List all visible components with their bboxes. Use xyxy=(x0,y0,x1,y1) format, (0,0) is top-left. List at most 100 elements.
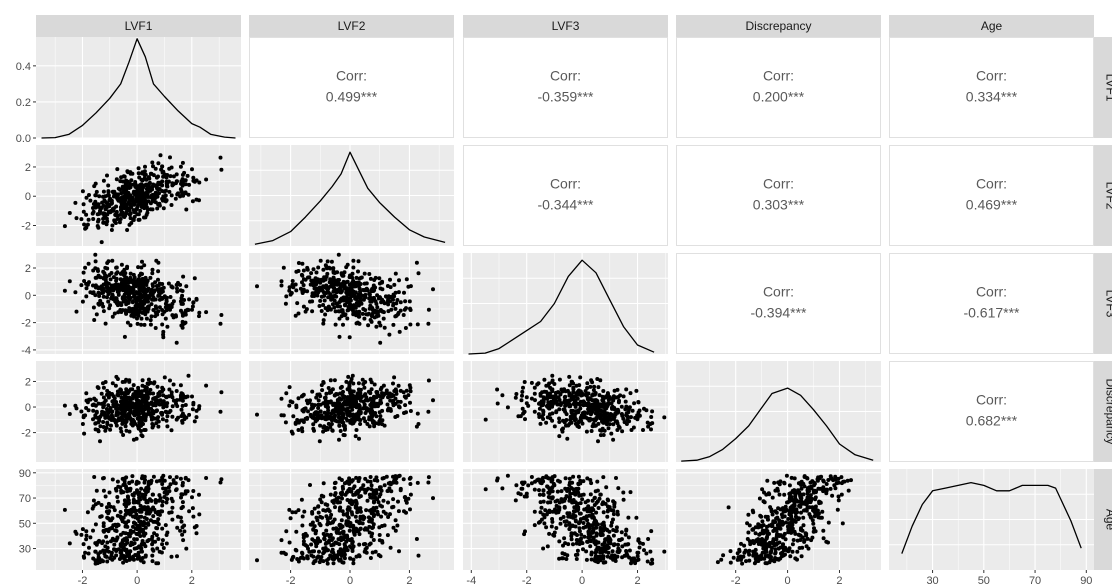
data-point xyxy=(186,373,191,378)
data-point xyxy=(136,424,140,428)
data-point xyxy=(81,202,86,207)
data-point xyxy=(546,400,551,405)
data-point xyxy=(614,528,619,533)
data-point xyxy=(557,556,562,561)
data-point xyxy=(573,409,578,414)
data-point xyxy=(354,275,359,280)
corr-panel-border xyxy=(676,37,881,138)
data-point xyxy=(568,491,573,496)
data-point xyxy=(324,274,329,279)
data-point xyxy=(367,291,372,296)
data-point xyxy=(160,542,165,547)
data-point xyxy=(598,433,603,438)
data-point xyxy=(650,421,655,426)
data-point xyxy=(339,296,344,301)
data-point xyxy=(152,531,157,536)
data-point xyxy=(112,396,117,401)
data-point xyxy=(544,420,549,425)
data-point xyxy=(116,292,121,297)
data-point xyxy=(612,388,617,393)
data-point xyxy=(546,490,551,495)
data-point xyxy=(495,387,500,392)
data-point xyxy=(321,531,326,536)
data-point xyxy=(357,286,362,291)
data-point xyxy=(408,322,413,327)
data-point xyxy=(363,547,368,552)
data-point xyxy=(74,406,79,411)
data-point xyxy=(155,206,160,211)
data-point xyxy=(312,411,317,416)
data-point xyxy=(575,396,580,401)
data-point xyxy=(133,304,138,308)
data-point xyxy=(380,408,385,413)
data-point xyxy=(617,548,622,553)
data-point xyxy=(184,284,189,289)
data-point xyxy=(614,525,619,530)
data-point xyxy=(391,322,396,327)
data-point xyxy=(81,554,86,559)
data-point xyxy=(339,535,344,540)
data-point xyxy=(123,205,128,210)
data-point xyxy=(549,479,554,484)
data-point xyxy=(622,553,627,558)
data-point xyxy=(140,549,144,554)
data-point xyxy=(581,547,585,552)
data-point xyxy=(589,481,594,486)
data-point xyxy=(127,389,131,394)
data-point xyxy=(348,402,353,407)
data-point xyxy=(567,374,572,379)
data-point xyxy=(593,559,598,564)
data-point xyxy=(131,218,136,222)
data-point xyxy=(526,483,531,488)
data-point xyxy=(362,487,367,492)
data-point xyxy=(353,514,358,519)
data-point xyxy=(536,381,541,386)
data-point xyxy=(580,497,585,502)
data-point xyxy=(567,398,572,403)
data-point xyxy=(573,421,578,426)
data-point xyxy=(600,394,605,399)
panel-lvf1-lvf2: Corr:0.499*** xyxy=(249,37,454,138)
data-point xyxy=(505,405,510,410)
data-point xyxy=(300,426,304,431)
data-point xyxy=(134,537,139,542)
data-point xyxy=(131,437,136,442)
panel-lvf2-age: Corr:0.469*** xyxy=(889,145,1094,246)
data-point xyxy=(80,189,85,194)
data-point xyxy=(565,486,570,491)
data-point xyxy=(300,289,305,294)
panel-lvf1-age: Corr:0.334*** xyxy=(889,37,1094,138)
data-point xyxy=(182,523,187,528)
data-point xyxy=(431,287,435,292)
data-point xyxy=(102,271,107,276)
data-point xyxy=(625,414,630,419)
data-point xyxy=(109,228,114,232)
data-point xyxy=(402,290,406,295)
data-point xyxy=(284,391,289,396)
data-point xyxy=(522,532,527,537)
data-point xyxy=(384,474,389,479)
data-point xyxy=(187,182,192,187)
data-point xyxy=(607,422,612,427)
data-point xyxy=(334,392,339,396)
data-point xyxy=(342,283,347,288)
data-point xyxy=(284,529,289,534)
data-point xyxy=(539,505,544,510)
data-point xyxy=(167,510,172,515)
data-point xyxy=(361,406,366,411)
data-point xyxy=(296,311,301,316)
data-point xyxy=(144,283,149,287)
data-point xyxy=(557,479,562,484)
data-point xyxy=(84,195,89,200)
data-point xyxy=(557,402,562,407)
data-point xyxy=(139,177,144,182)
data-point xyxy=(591,507,596,512)
data-point xyxy=(293,313,298,318)
data-point xyxy=(529,396,534,401)
data-point xyxy=(354,295,359,300)
data-point xyxy=(564,418,569,422)
data-point xyxy=(516,414,521,419)
data-point xyxy=(344,280,349,285)
data-point xyxy=(538,391,543,396)
data-point xyxy=(637,413,642,418)
